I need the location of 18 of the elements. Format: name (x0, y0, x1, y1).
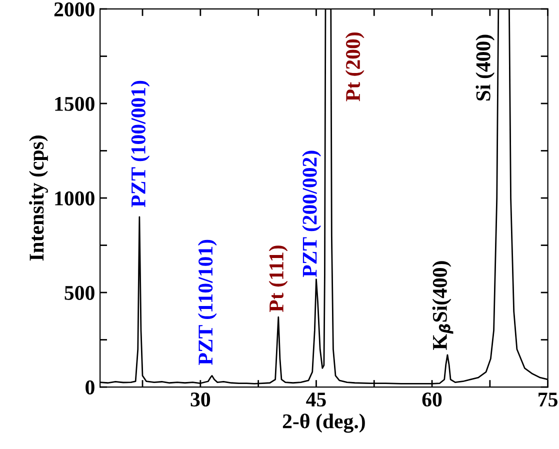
annotation: PZT (200/002) (302, 150, 322, 278)
x-tick-label: 60 (422, 392, 442, 407)
y-tick-label: 2000 (54, 2, 94, 16)
x-tick-label: 45 (306, 392, 326, 407)
annotation: Pt (200) (345, 32, 364, 102)
y-tick-label: 1500 (55, 96, 94, 111)
y-axis-title: Intensity (cps) (29, 136, 48, 261)
annotation: Si (400) (476, 34, 495, 100)
x-tick-label: 30 (190, 392, 210, 407)
annotation: K$_{β}$Si(400) (432, 261, 454, 350)
annotation: PZT (110/101) (198, 240, 217, 365)
x-tick-label: 75 (538, 392, 558, 407)
y-tick-label: 500 (64, 286, 94, 300)
y-tick-label: 0 (86, 380, 94, 394)
annotation: PZT (100/001) (130, 80, 150, 208)
y-tick-label: 1000 (55, 191, 94, 206)
x-axis-title: 2-θ (deg.) (282, 414, 365, 433)
annotation: Pt (111) (268, 246, 288, 312)
